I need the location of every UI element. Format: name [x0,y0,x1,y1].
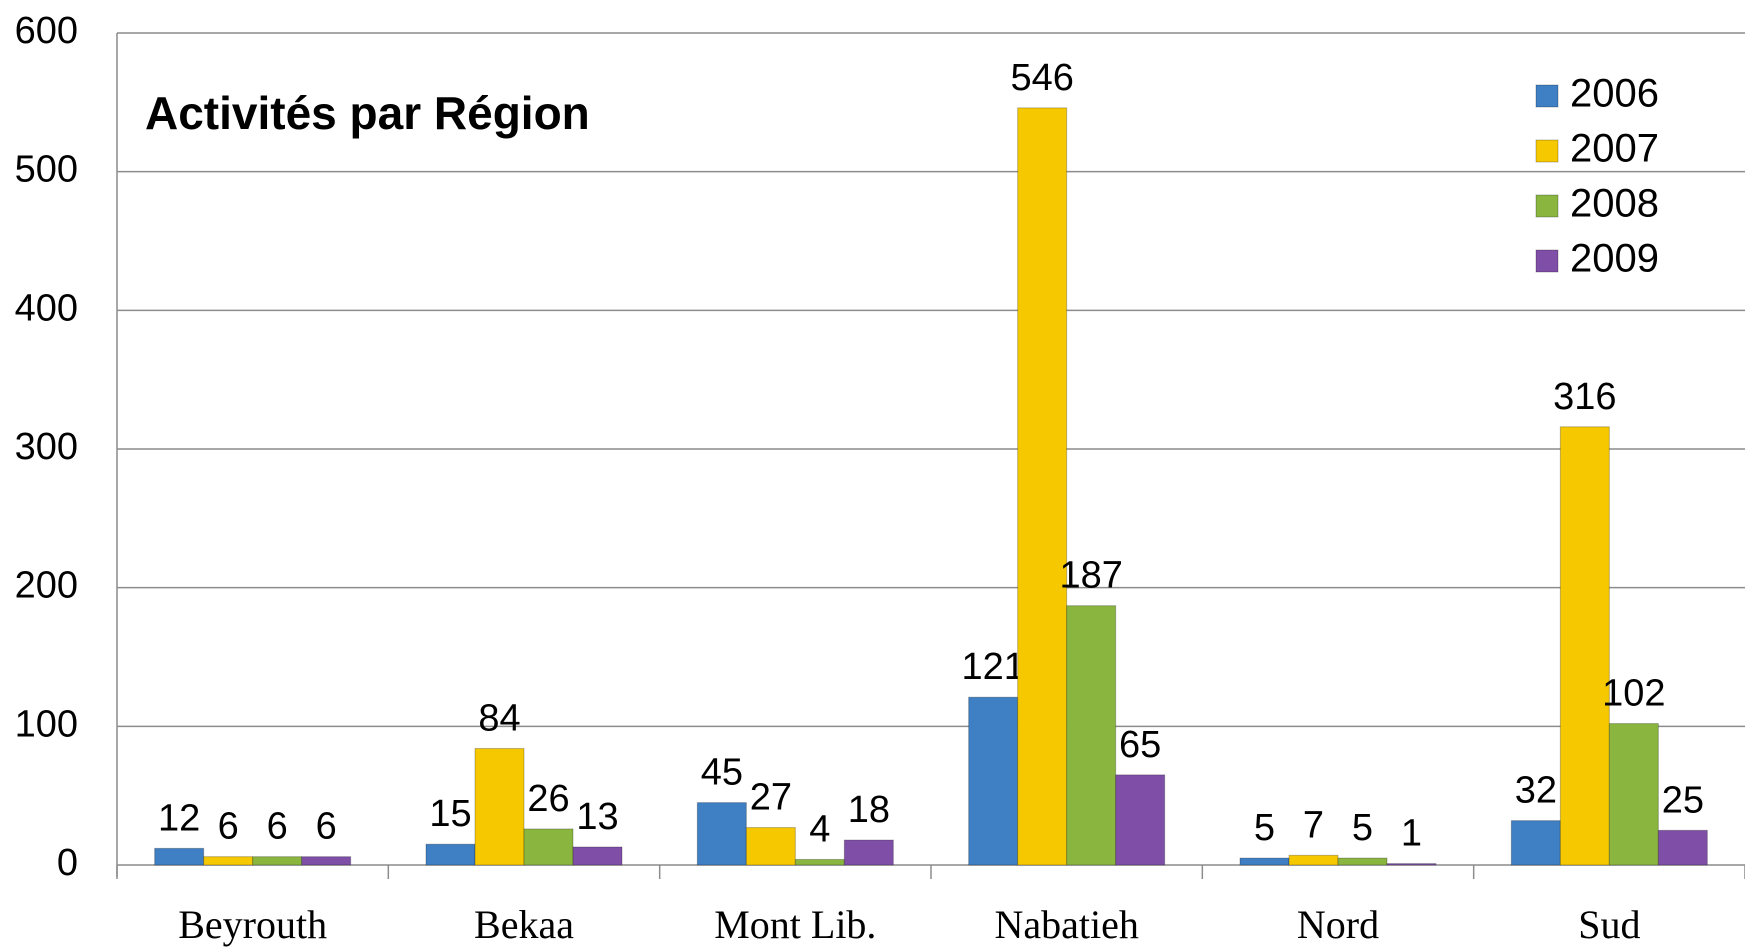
bar [572,846,623,866]
data-label: 5 [1352,807,1373,849]
x-tick-label: Beyrouth [178,902,327,947]
data-label: 45 [701,752,743,794]
data-label: 6 [218,806,239,848]
y-tick-label: 400 [15,287,78,329]
bar [1239,857,1290,866]
bar [696,802,747,866]
data-label: 32 [1515,770,1557,812]
y-tick-label: 500 [15,149,78,191]
bar [523,828,574,866]
bar [745,827,796,866]
data-label: 27 [750,777,792,819]
legend-label: 2009 [1570,237,1659,281]
bar [425,843,476,866]
data-label: 316 [1553,376,1616,418]
bar [252,856,303,866]
legend-label: 2007 [1570,127,1659,171]
bar [1115,774,1166,866]
legend-swatch [1535,194,1559,218]
bar [1657,829,1708,866]
data-label: 18 [848,789,890,831]
legend-label: 2008 [1570,182,1659,226]
bar [1608,723,1659,866]
data-label: 5 [1254,807,1275,849]
bar [1386,863,1437,866]
bar [1288,854,1339,866]
y-tick-label: 100 [15,703,78,745]
data-label: 26 [527,778,569,820]
bar [1510,820,1561,866]
bar [843,839,894,866]
bar [1066,605,1117,866]
x-tick-label: Mont Lib. [714,902,876,947]
bar [1017,107,1068,866]
bar [474,748,525,866]
data-label: 546 [1010,57,1073,99]
data-label: 102 [1602,673,1665,715]
data-label: 6 [316,806,337,848]
data-label: 1 [1401,813,1422,855]
bar [154,847,205,866]
bar [794,858,845,866]
bar [203,856,254,866]
data-label: 4 [809,808,830,850]
data-label: 187 [1059,555,1122,597]
y-tick-label: 300 [15,426,78,468]
data-label: 12 [158,797,200,839]
data-label: 25 [1662,779,1704,821]
legend-swatch [1535,139,1559,163]
bar [968,696,1019,866]
x-tick-label: Nord [1297,902,1379,947]
data-label: 6 [267,806,288,848]
y-tick-label: 600 [15,10,78,52]
data-label: 65 [1119,724,1161,766]
y-tick-label: 0 [57,842,78,884]
bar [1337,857,1388,866]
bar [1559,426,1610,866]
legend-swatch [1535,249,1559,273]
x-tick-label: Nabatieh [994,902,1138,947]
chart-title: Activités par Région [145,87,590,139]
y-tick-label: 200 [15,565,78,607]
x-tick-label: Sud [1578,902,1640,947]
x-tick-label: Bekaa [474,902,574,947]
bar [301,856,352,866]
data-label: 84 [478,698,520,740]
data-label: 13 [576,796,618,838]
legend-swatch [1535,84,1559,108]
data-label: 121 [961,646,1024,688]
legend-label: 2006 [1570,72,1659,116]
data-label: 15 [429,793,471,835]
data-label: 7 [1303,804,1324,846]
